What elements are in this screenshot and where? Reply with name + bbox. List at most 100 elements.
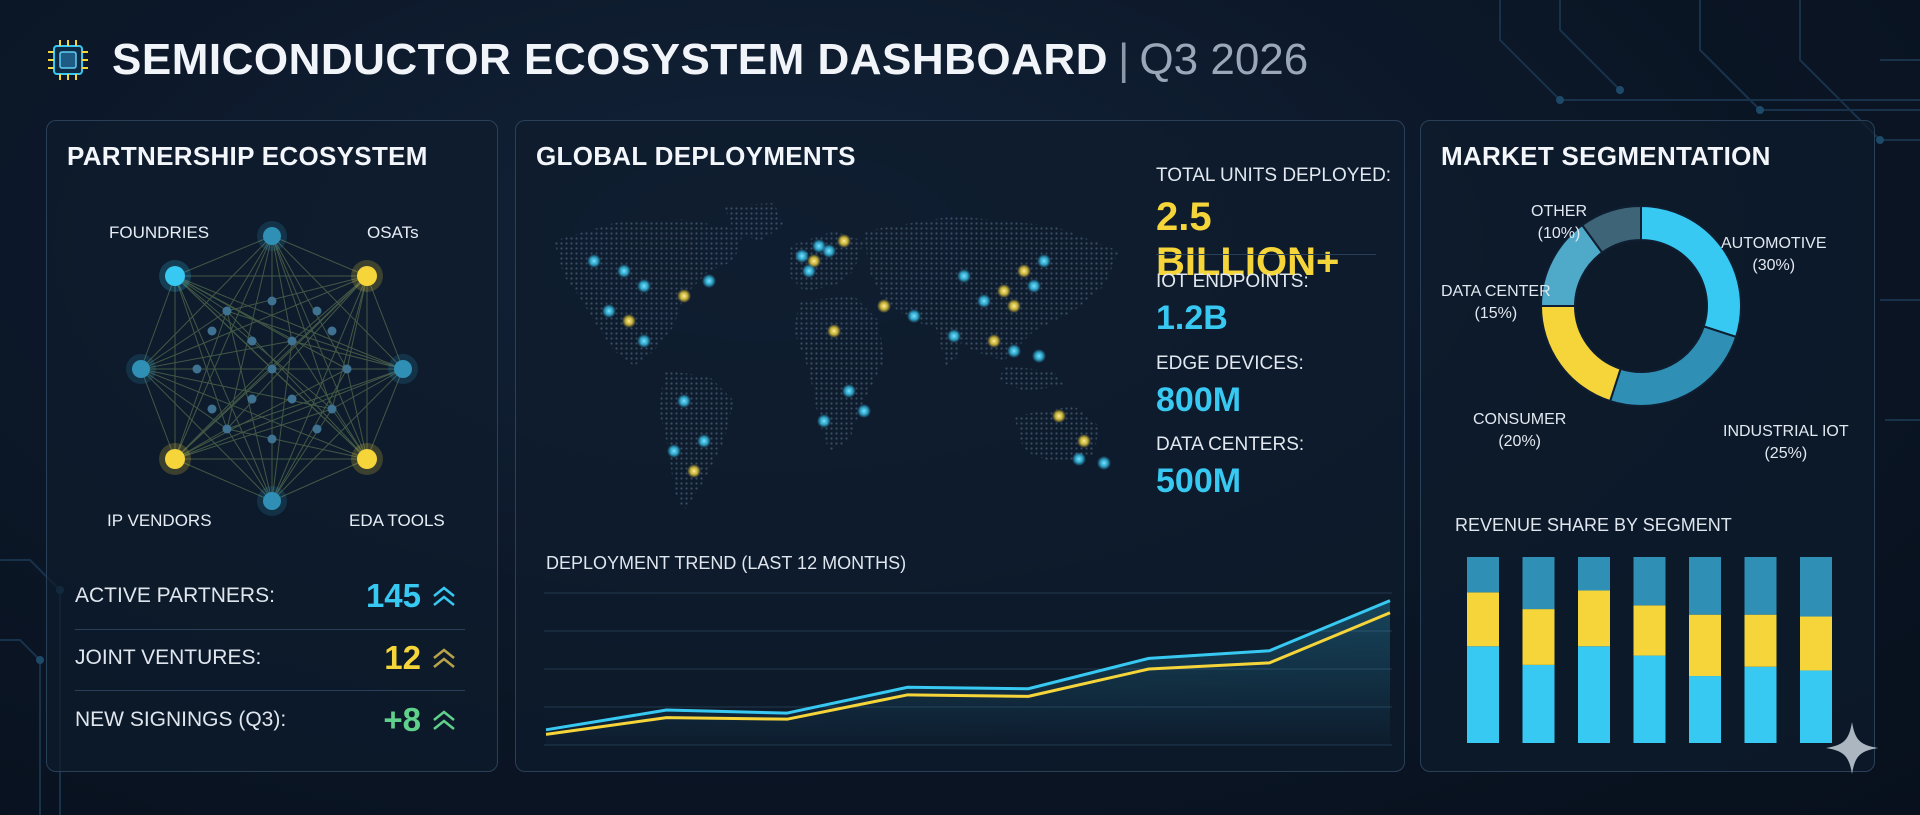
network-link	[174, 368, 273, 460]
panel-title: MARKET SEGMENTATION	[1441, 141, 1771, 171]
revenue-bar-segment	[1467, 592, 1499, 647]
revenue-bar-segment	[1689, 557, 1721, 615]
deployment-point	[795, 249, 809, 263]
revenue-stacked-bar-chart	[1467, 557, 1832, 743]
network-link	[140, 368, 333, 410]
segment-name: DATA CENTER	[1441, 283, 1551, 300]
network-node	[312, 424, 322, 434]
network-link	[271, 235, 368, 277]
node-label-ip-vendors: IP VENDORS	[107, 511, 212, 530]
node-label-osats: OSATs	[367, 223, 419, 242]
deployment-point	[842, 384, 856, 398]
deployment-point	[997, 284, 1011, 298]
deployment-point	[1017, 264, 1031, 278]
network-link	[271, 235, 404, 370]
network-link	[226, 428, 273, 502]
donut-slice	[1539, 305, 1622, 403]
deployment-point	[802, 264, 816, 278]
network-node	[357, 266, 377, 286]
deployment-point	[1077, 434, 1091, 448]
trend-series-line	[545, 611, 1391, 736]
network-link	[331, 368, 404, 410]
network-node	[165, 266, 185, 286]
network-link	[271, 340, 293, 502]
network-node	[207, 404, 217, 414]
revenue-bar-segment	[1633, 557, 1666, 606]
network-link	[174, 275, 293, 342]
network-link	[271, 275, 368, 502]
network-node	[342, 364, 352, 374]
revenue-bar-segment	[1800, 616, 1832, 671]
network-link	[140, 368, 228, 430]
network-link	[271, 368, 404, 502]
deployment-point	[677, 394, 691, 408]
segment-pct: (20%)	[1498, 433, 1542, 450]
deployment-point	[702, 274, 716, 288]
network-link	[226, 275, 368, 312]
network-node	[247, 394, 257, 404]
deployment-point	[677, 289, 691, 303]
segment-label-automotive: AUTOMOTIVE (30%)	[1721, 233, 1827, 277]
network-link	[140, 310, 228, 370]
revenue-bar-segment	[1800, 670, 1832, 743]
network-link	[174, 408, 333, 460]
kpi-value-iot-endpoints: 1.2B	[1156, 299, 1228, 337]
deployment-point	[1007, 344, 1021, 358]
network-link	[271, 275, 368, 370]
deployment-point	[827, 324, 841, 338]
deployment-point	[637, 334, 651, 348]
network-link	[174, 235, 273, 277]
segment-label-industrial-iot: INDUSTRIAL IOT (25%)	[1723, 421, 1849, 465]
network-link	[174, 368, 404, 460]
network-link	[291, 275, 368, 342]
network-link	[226, 235, 273, 312]
network-link	[174, 275, 228, 312]
deployment-point	[687, 464, 701, 478]
stat-new-signings: NEW SIGNINGS (Q3): +8	[75, 690, 465, 750]
stat-divider	[75, 629, 465, 630]
segment-label-data-center: DATA CENTER (15%)	[1441, 281, 1551, 325]
network-link	[226, 310, 368, 460]
network-link	[271, 368, 368, 460]
deployment-point	[987, 334, 1001, 348]
network-link	[174, 340, 293, 460]
kpi-divider	[1156, 254, 1376, 255]
network-node	[263, 227, 281, 245]
network-link	[271, 458, 368, 502]
kpi-value-data-centers: 500M	[1156, 462, 1242, 500]
deployment-point	[947, 329, 961, 343]
kpi-value-edge-devices: 800M	[1156, 381, 1242, 419]
segment-pct: (15%)	[1474, 305, 1518, 322]
kpi-label-edge-devices: EDGE DEVICES:	[1156, 353, 1304, 374]
panel-title: PARTNERSHIP ECOSYSTEM	[67, 141, 428, 171]
chevron-up-icon	[433, 586, 455, 606]
stat-joint-ventures: JOINT VENTURES: 12	[75, 628, 465, 688]
network-link	[226, 235, 273, 430]
deployment-point	[1072, 452, 1086, 466]
node-label-eda-tools: EDA TOOLS	[349, 511, 445, 530]
deployment-point	[1052, 409, 1066, 423]
deployment-point	[907, 309, 921, 323]
panel-title: GLOBAL DEPLOYMENTS	[536, 141, 856, 171]
trend-series-line	[545, 599, 1391, 732]
revenue-chart-title: REVENUE SHARE BY SEGMENT	[1455, 515, 1732, 535]
kpi-label-data-centers: DATA CENTERS:	[1156, 434, 1305, 455]
network-link	[174, 310, 228, 460]
network-link	[226, 275, 368, 430]
donut-slice	[1580, 204, 1642, 255]
network-link	[140, 368, 176, 460]
network-node	[207, 326, 217, 336]
network-node	[267, 364, 277, 374]
segment-label-consumer: CONSUMER (20%)	[1473, 409, 1566, 453]
deployment-point	[587, 254, 601, 268]
revenue-bar-segment	[1633, 605, 1666, 656]
deployment-point	[1097, 456, 1111, 470]
map-landmass	[554, 203, 1119, 511]
segment-name: CONSUMER	[1473, 411, 1567, 428]
deployment-point	[817, 414, 831, 428]
network-node	[263, 492, 281, 510]
deployment-point	[877, 299, 891, 313]
stat-value: 12	[384, 639, 421, 676]
revenue-bar-segment	[1744, 614, 1777, 667]
world-map	[554, 203, 1119, 511]
